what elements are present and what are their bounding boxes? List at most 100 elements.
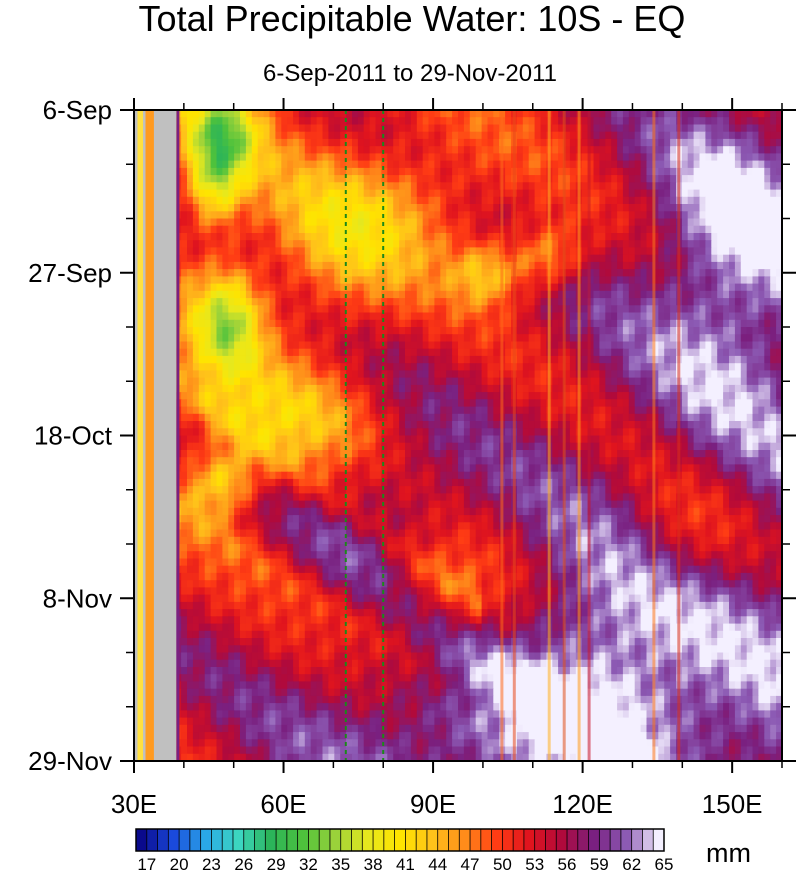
heatmap-cell <box>240 225 247 234</box>
heatmap-cell <box>717 327 724 335</box>
heatmap-cell <box>352 406 359 415</box>
heatmap-cell <box>681 261 689 270</box>
heatmap-cell <box>493 247 500 256</box>
heatmap-cell <box>304 153 312 162</box>
heatmap-cell <box>711 160 718 169</box>
heatmap-cell <box>516 413 524 422</box>
heatmap-cell <box>505 312 512 321</box>
heatmap-cell <box>245 175 253 183</box>
heatmap-cell <box>681 428 689 437</box>
heatmap-cell <box>387 196 394 205</box>
heatmap-cell <box>181 348 188 357</box>
heatmap-cell <box>458 312 465 321</box>
heatmap-cell <box>446 290 453 299</box>
heatmap-cell <box>452 348 459 357</box>
heatmap-cell <box>216 312 223 321</box>
heatmap-cell <box>234 204 241 212</box>
heatmap-cell <box>204 124 212 133</box>
heatmap-cell <box>693 348 701 357</box>
heatmap-cell <box>681 269 689 277</box>
heatmap-cell <box>198 283 206 292</box>
heatmap-cell <box>628 182 636 191</box>
heatmap-cell <box>257 261 265 270</box>
heatmap-cell <box>446 283 453 292</box>
heatmap-cell <box>228 334 235 342</box>
heatmap-cell <box>192 218 200 227</box>
heatmap-cell <box>428 392 435 400</box>
heatmap-cell <box>487 312 494 321</box>
heatmap-cell <box>581 421 589 429</box>
heatmap-cell <box>204 327 212 335</box>
heatmap-cell <box>505 298 512 306</box>
heatmap-cell <box>487 319 494 328</box>
heatmap-cell <box>251 261 259 270</box>
heatmap-cell <box>463 167 471 176</box>
heatmap-cell <box>681 276 689 285</box>
heatmap-cell <box>599 363 606 371</box>
heatmap-cell <box>210 254 218 263</box>
heatmap-cell <box>516 312 524 321</box>
heatmap-cell <box>281 334 288 342</box>
heatmap-cell <box>198 269 206 277</box>
heatmap-cell <box>293 406 300 415</box>
heatmap-cell <box>192 124 200 133</box>
heatmap-cell <box>770 247 777 256</box>
heatmap-cell <box>463 146 471 154</box>
heatmap-cell <box>204 276 212 285</box>
heatmap-cell <box>569 341 577 350</box>
heatmap-cell <box>293 211 300 220</box>
heatmap-cell <box>664 312 671 321</box>
heatmap-cell <box>564 175 571 183</box>
heatmap-cell <box>434 247 441 256</box>
heatmap-cell <box>628 305 636 314</box>
heatmap-cell <box>652 421 659 429</box>
heatmap-cell <box>617 392 624 400</box>
heatmap-cell <box>569 138 577 147</box>
heatmap-cell <box>399 370 406 379</box>
heatmap-cell <box>534 363 542 371</box>
chart-subtitle: 6-Sep-2011 to 29-Nov-2011 <box>263 60 557 87</box>
heatmap-cell <box>746 189 754 198</box>
heatmap-cell <box>605 225 612 234</box>
heatmap-cell <box>729 384 736 393</box>
heatmap-cell <box>322 160 329 169</box>
heatmap-cell <box>658 261 665 270</box>
heatmap-cell <box>363 334 371 342</box>
heatmap-cell <box>558 153 565 162</box>
heatmap-cell <box>463 298 471 306</box>
heatmap-cell <box>245 348 253 357</box>
heatmap-cell <box>304 305 312 314</box>
heatmap-cell <box>640 225 648 234</box>
heatmap-cell <box>670 392 677 400</box>
heatmap-cell <box>516 124 524 133</box>
heatmap-cell <box>216 341 223 350</box>
heatmap-cell <box>687 261 695 270</box>
heatmap-cell <box>422 254 430 263</box>
heatmap-cell <box>564 370 571 379</box>
heatmap-cell <box>275 160 282 169</box>
heatmap-cell <box>711 312 718 321</box>
heatmap-cell <box>740 182 748 191</box>
heatmap-cell <box>187 355 194 364</box>
heatmap-cell <box>646 233 653 241</box>
heatmap-cell <box>634 341 642 350</box>
heatmap-cell <box>334 261 341 270</box>
heatmap-cell <box>723 138 730 147</box>
heatmap-cell <box>552 312 559 321</box>
heatmap-cell <box>187 312 194 321</box>
heatmap-cell <box>475 269 483 277</box>
heatmap-cell <box>705 363 712 371</box>
heatmap-cell <box>263 131 271 140</box>
heatmap-cell <box>734 254 742 263</box>
heatmap-cell <box>234 428 241 437</box>
heatmap-cell <box>558 196 565 205</box>
heatmap-cell <box>752 327 759 335</box>
heatmap-cell <box>522 110 530 118</box>
heatmap-cell <box>481 124 489 133</box>
heatmap-cell <box>387 413 394 422</box>
heatmap-cell <box>528 117 536 125</box>
heatmap-cell <box>204 305 212 314</box>
heatmap-cell <box>399 355 406 364</box>
heatmap-cell <box>263 435 271 444</box>
heatmap-cell <box>664 334 671 342</box>
